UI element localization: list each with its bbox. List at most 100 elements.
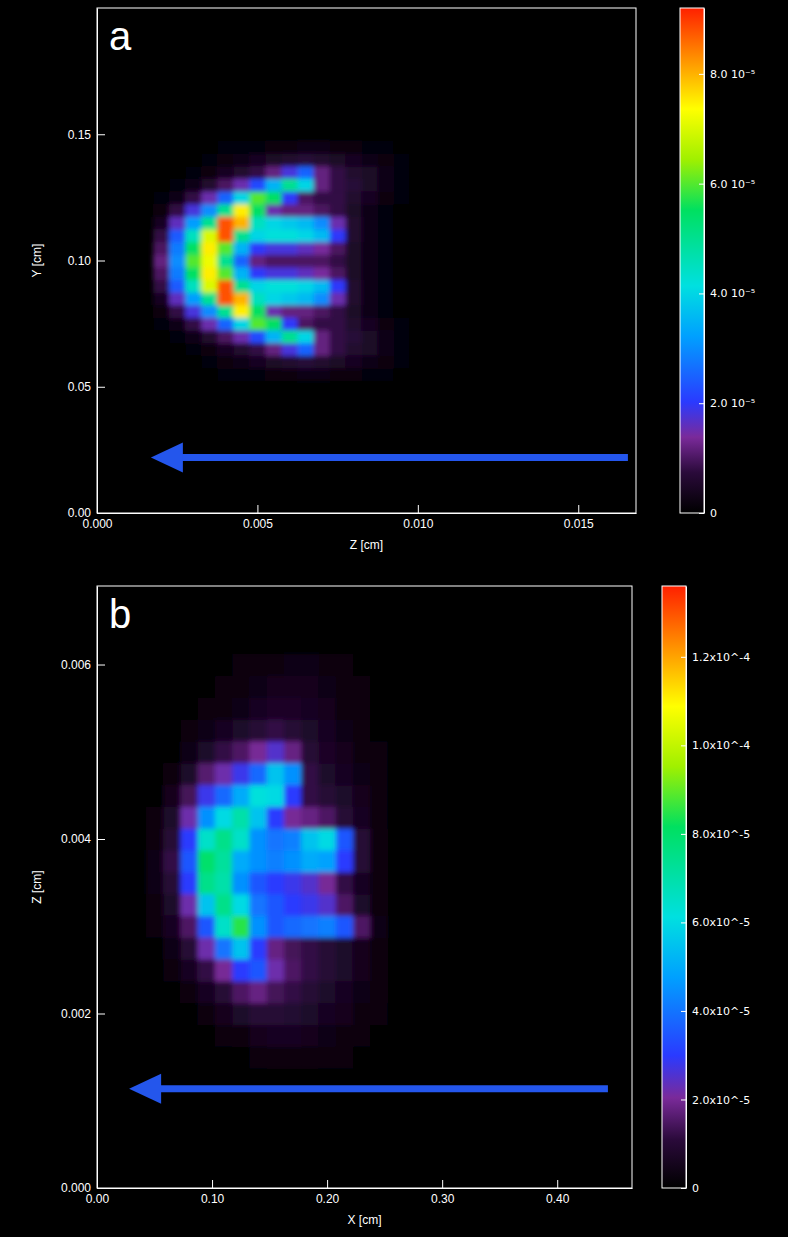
- tick-mark: [681, 745, 686, 746]
- tick-mark: [97, 387, 105, 388]
- cell: [265, 305, 282, 318]
- cell: [249, 368, 266, 381]
- cell: [153, 355, 170, 368]
- cell: [362, 216, 379, 229]
- cell: [330, 305, 347, 318]
- tick-label: 0.000: [61, 1181, 91, 1195]
- tick-label: 0.10: [201, 1192, 225, 1206]
- cell: [185, 292, 202, 305]
- cell: [180, 959, 198, 981]
- cell: [314, 242, 331, 255]
- cell: [281, 166, 298, 179]
- cell: [362, 191, 379, 204]
- cell: [249, 355, 266, 368]
- tick-mark: [557, 1180, 558, 1188]
- cell: [301, 1003, 319, 1025]
- tick-label: 0.010: [403, 517, 433, 531]
- cell: [336, 937, 354, 959]
- cell: [249, 763, 267, 785]
- tick-label: 8.0 10⁻⁵: [710, 68, 755, 81]
- cell: [410, 242, 427, 255]
- cell: [405, 784, 423, 806]
- cell: [284, 719, 302, 741]
- tick: 8.0 10⁻⁵: [699, 68, 755, 81]
- cell: [298, 191, 315, 204]
- cell: [284, 872, 302, 894]
- heatmap-cells: [153, 141, 426, 381]
- cell: [405, 1024, 423, 1046]
- cell: [405, 1046, 423, 1068]
- cell: [215, 850, 233, 872]
- cell: [370, 828, 388, 850]
- cell: [232, 1003, 250, 1025]
- cell: [362, 292, 379, 305]
- arrow-head: [129, 1074, 161, 1104]
- cell: [201, 330, 218, 343]
- cell: [249, 267, 266, 280]
- cell: [233, 292, 250, 305]
- cell: [346, 242, 363, 255]
- cell: [370, 1024, 388, 1046]
- cell: [215, 872, 233, 894]
- tick: 0.20: [316, 1180, 340, 1206]
- cell: [233, 355, 250, 368]
- cell: [405, 937, 423, 959]
- cell: [265, 254, 282, 267]
- cell: [267, 1046, 285, 1068]
- colorbar-axis: 02.0 10⁻⁵4.0 10⁻⁵6.0 10⁻⁵8.0 10⁻⁵: [699, 9, 755, 521]
- cell: [353, 654, 371, 676]
- cell: [215, 981, 233, 1003]
- tick: 6.0x10^-5: [681, 916, 750, 929]
- cell: [198, 915, 216, 937]
- tick-label: 0.10: [68, 254, 92, 268]
- cell: [370, 654, 388, 676]
- cell: [314, 141, 331, 154]
- cell: [394, 343, 411, 356]
- cell: [217, 305, 234, 318]
- cell: [232, 719, 250, 741]
- y-axis: 0.0000.0020.0040.006: [61, 587, 105, 1196]
- tick: 0.006: [61, 658, 105, 672]
- cell: [336, 741, 354, 763]
- cell: [405, 675, 423, 697]
- cell: [330, 204, 347, 217]
- cell: [388, 1003, 406, 1025]
- cell: [267, 719, 285, 741]
- cell: [378, 216, 395, 229]
- cell: [169, 141, 186, 154]
- cell: [153, 216, 170, 229]
- cell: [378, 317, 395, 330]
- cell: [180, 872, 198, 894]
- cell: [232, 872, 250, 894]
- cell: [336, 1046, 354, 1068]
- cell: [180, 654, 198, 676]
- cell: [314, 292, 331, 305]
- cell: [301, 981, 319, 1003]
- cell: [362, 267, 379, 280]
- cell: [185, 166, 202, 179]
- tick: 2.0x10^-5: [681, 1093, 750, 1106]
- cell: [336, 763, 354, 785]
- cell: [163, 937, 181, 959]
- cell: [163, 741, 181, 763]
- cell: [353, 675, 371, 697]
- cell: [232, 697, 250, 719]
- cell: [405, 741, 423, 763]
- tick: 0.015: [564, 505, 594, 531]
- cell: [233, 343, 250, 356]
- cell: [217, 191, 234, 204]
- cell: [298, 279, 315, 292]
- cell: [265, 242, 282, 255]
- cell: [394, 204, 411, 217]
- cell: [265, 229, 282, 242]
- cell: [249, 343, 266, 356]
- cell: [153, 141, 170, 154]
- cell: [198, 654, 216, 676]
- cell: [314, 305, 331, 318]
- cell: [201, 242, 218, 255]
- cell: [249, 305, 266, 318]
- cell: [281, 141, 298, 154]
- cell: [169, 267, 186, 280]
- cell: [370, 959, 388, 981]
- cell: [265, 204, 282, 217]
